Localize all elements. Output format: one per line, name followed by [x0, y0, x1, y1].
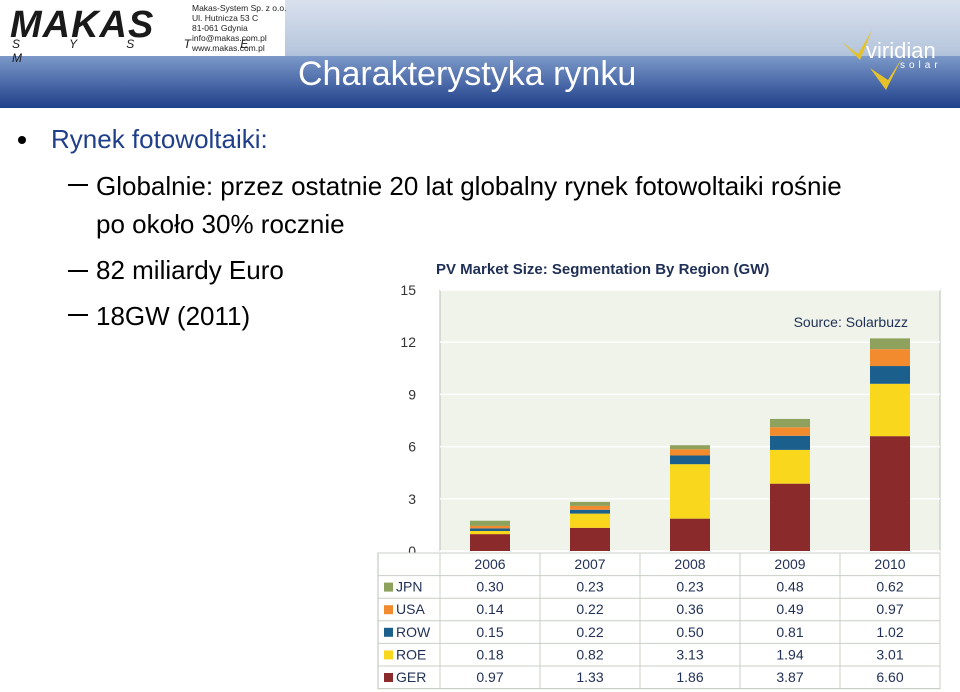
bar-segment-jpn: [870, 338, 910, 350]
viridian-logo-text: viridian: [866, 38, 936, 63]
legend-label: ROW: [396, 624, 431, 640]
subbullet-text: Globalnie: przez ostatnie 20 lat globaln…: [96, 171, 842, 201]
table-value: 0.14: [476, 601, 503, 617]
table-value: 1.33: [576, 669, 603, 685]
y-tick-label: 15: [400, 282, 416, 298]
bar-segment-row: [570, 509, 610, 514]
table-value: 0.23: [576, 579, 603, 595]
y-tick-label: 3: [408, 491, 416, 507]
bar-segment-ger: [570, 527, 610, 551]
bar-segment-roe: [570, 513, 610, 528]
header-band: [0, 56, 960, 108]
company-line: Makas-System Sp. z o.o.: [192, 3, 287, 13]
bar-segment-usa: [770, 427, 810, 436]
table-value: 3.13: [676, 646, 703, 662]
bar-segment-jpn: [570, 501, 610, 506]
x-tick-label: 2006: [474, 556, 505, 572]
table-value: 1.02: [876, 624, 903, 640]
table-value: 0.97: [876, 601, 903, 617]
bar-segment-jpn: [770, 418, 810, 428]
bar-segment-jpn: [670, 445, 710, 450]
bar-segment-ger: [470, 534, 510, 551]
bar-segment-ger: [670, 518, 710, 551]
table-value: 0.82: [576, 646, 603, 662]
dash-icon: [68, 270, 88, 272]
company-line: info@makas.com.pl: [192, 33, 267, 43]
legend-swatch-row: [384, 627, 393, 637]
table-value: 0.15: [476, 624, 503, 640]
x-tick-label: 2010: [874, 556, 905, 572]
y-tick-label: 6: [408, 439, 416, 455]
company-line: 81-061 Gdynia: [192, 23, 248, 33]
legend-label: ROE: [396, 646, 426, 662]
bar-segment-roe: [470, 530, 510, 535]
legend-label: GER: [396, 669, 426, 685]
table-value: 0.50: [676, 624, 703, 640]
legend-label: JPN: [396, 579, 422, 595]
bar-segment-usa: [670, 449, 710, 456]
table-value: 0.18: [476, 646, 503, 662]
table-value: 0.62: [876, 579, 903, 595]
table-value: 0.81: [776, 624, 803, 640]
chart-title: PV Market Size: Segmentation By Region (…: [436, 261, 769, 278]
x-tick-label: 2009: [774, 556, 805, 572]
table-value: 3.87: [776, 669, 803, 685]
company-info: Makas-System Sp. z o.o. Ul. Hutnicza 53 …: [192, 3, 286, 53]
header-bar: MAKAS S Y S T E M Makas-System Sp. z o.o…: [0, 0, 960, 108]
legend-label: USA: [396, 601, 425, 617]
source-annotation: Source: Solarbuzz: [794, 314, 908, 330]
table-value: 0.23: [676, 579, 703, 595]
table-value: 0.22: [576, 601, 603, 617]
table-value: 0.49: [776, 601, 803, 617]
legend-swatch-roe: [384, 650, 393, 660]
bullet-text: Rynek fotowoltaiki:: [51, 124, 268, 154]
viridian-logo-icon: [842, 30, 902, 90]
subbullet-text: 82 miliardy Euro: [96, 255, 284, 285]
bar-segment-ger: [770, 483, 810, 551]
subbullet-text: 18GW (2011): [96, 301, 251, 331]
table-value: 0.36: [676, 601, 703, 617]
bullet-icon: [18, 136, 26, 144]
legend-swatch-jpn: [384, 582, 393, 592]
y-tick-label: 9: [408, 386, 416, 402]
table-value: 0.97: [476, 669, 503, 685]
bar-segment-row: [670, 455, 710, 465]
bar-segment-row: [470, 528, 510, 531]
bar-segment-roe: [870, 383, 910, 437]
table-value: 0.30: [476, 579, 503, 595]
bar-segment-roe: [770, 449, 810, 484]
x-tick-label: 2008: [674, 556, 705, 572]
company-line: Ul. Hutnicza 53 C: [192, 13, 259, 23]
table-value: 0.48: [776, 579, 803, 595]
table-value: 0.22: [576, 624, 603, 640]
company-line: www.makas.com.pl: [192, 43, 265, 53]
bar-segment-usa: [870, 349, 910, 367]
y-tick-label: 0: [408, 543, 416, 559]
bar-segment-ger: [870, 436, 910, 551]
table-value: 3.01: [876, 646, 903, 662]
pv-market-chart: PV Market Size: Segmentation By Region (…: [377, 261, 941, 690]
table-value: 1.94: [776, 646, 803, 662]
legend-swatch-usa: [384, 605, 393, 615]
viridian-logo-subtext: solar: [900, 60, 942, 71]
bar-segment-usa: [470, 525, 510, 529]
makas-logo: MAKAS S Y S T E M Makas-System Sp. z o.o…: [0, 0, 286, 65]
dash-icon: [68, 184, 88, 186]
table-value: 6.60: [876, 669, 903, 685]
legend-swatch-ger: [384, 673, 393, 682]
y-tick-label: 12: [400, 334, 416, 350]
subbullet-text-continuation: po około 30% rocznie: [96, 209, 345, 239]
bar-segment-row: [870, 366, 910, 384]
table-value: 1.86: [676, 669, 703, 685]
x-tick-label: 2007: [574, 556, 605, 572]
dash-icon: [68, 314, 88, 316]
bar-segment-jpn: [470, 520, 510, 526]
makas-logo-subtext: S Y S T E M: [12, 37, 272, 65]
bar-segment-roe: [670, 464, 710, 519]
bar-segment-usa: [570, 505, 610, 510]
makas-logo-text: MAKAS: [10, 4, 155, 46]
slide-title: Charakterystyka rynku: [298, 55, 637, 93]
bar-segment-row: [770, 435, 810, 450]
